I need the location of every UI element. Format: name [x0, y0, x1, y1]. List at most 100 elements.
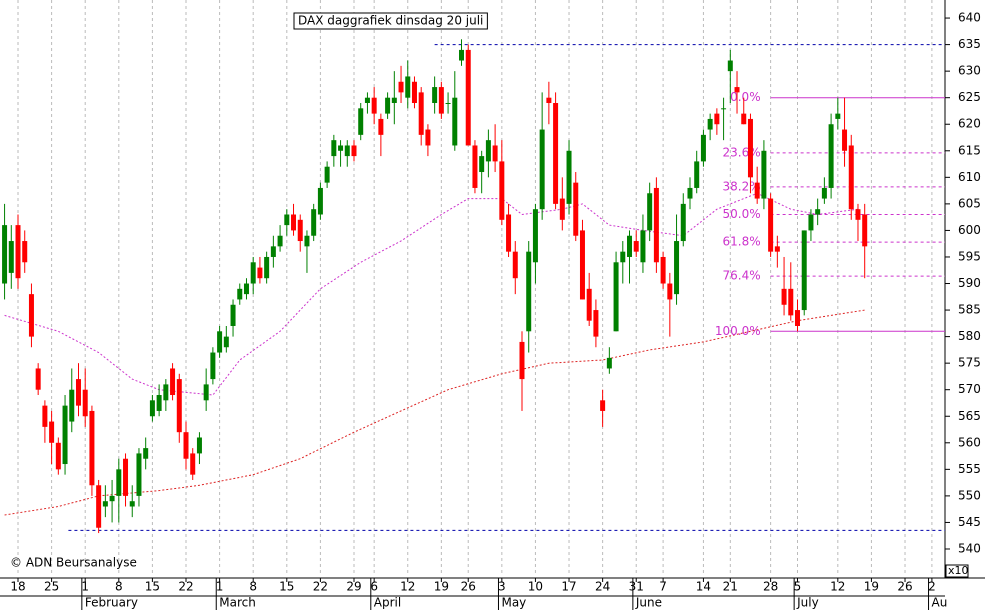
candle-body [687, 187, 693, 199]
x-tick-label: 22 [313, 580, 328, 594]
x-tick-label: 31 [629, 580, 644, 594]
candle-body [22, 241, 28, 263]
candle-body [418, 92, 424, 135]
candle-body [109, 495, 115, 502]
candle-body [532, 209, 538, 263]
x-tick-label: 26 [461, 580, 476, 594]
y-tick-label: 540 [958, 541, 981, 555]
candle-body [324, 166, 330, 183]
y-tick-label: 630 [958, 64, 981, 78]
y-tick-label: 620 [958, 117, 981, 131]
candle-body [2, 225, 8, 284]
candle-body [163, 384, 169, 401]
candle-body [653, 187, 659, 263]
candle-body [82, 389, 88, 417]
x-tick-label: 2 [928, 580, 936, 594]
candle-body [42, 405, 48, 427]
y-tick-label: 565 [958, 409, 981, 423]
candle-body [364, 97, 370, 104]
fib-label: 0.0% [730, 90, 761, 104]
candle-body [183, 432, 189, 459]
candle-body [761, 150, 767, 199]
month-label: February [85, 596, 138, 610]
candle-body [89, 410, 95, 486]
candle-body [196, 437, 202, 454]
candle-body [613, 262, 619, 332]
candle-body [459, 49, 465, 61]
candle-body [707, 118, 713, 130]
candle-body [452, 97, 458, 146]
candle-body [190, 453, 196, 475]
x-tick-label: 8 [115, 580, 123, 594]
x-tick-label: 24 [595, 580, 610, 594]
month-label: March [219, 596, 256, 610]
candle-body [492, 145, 498, 162]
candle-body [237, 288, 243, 300]
y-tick-label: 600 [958, 223, 981, 237]
candle-body [358, 108, 364, 135]
y-tick-label: 635 [958, 37, 981, 51]
candle-body [485, 140, 491, 162]
scale-note-box [945, 564, 969, 578]
candle-body [828, 124, 834, 188]
candle-body [647, 193, 653, 231]
candle-body [28, 294, 34, 337]
candle-body [526, 251, 532, 332]
candle-body [203, 384, 209, 401]
y-tick-label: 575 [958, 356, 981, 370]
y-tick-label: 625 [958, 90, 981, 104]
candle-body [774, 246, 780, 252]
candle-body [385, 97, 391, 114]
candle-body [546, 97, 552, 104]
candle-body [566, 150, 572, 204]
x-tick-label: 28 [763, 580, 778, 594]
x-tick-label: 29 [346, 580, 361, 594]
month-label: May [501, 596, 526, 610]
candle-body [472, 145, 478, 188]
candle-body [559, 198, 565, 220]
candle-body [49, 421, 55, 443]
candle-body [512, 251, 518, 279]
candle-body [217, 331, 223, 353]
candle-body [714, 113, 720, 125]
title-box [293, 12, 488, 30]
candle-body [344, 145, 350, 157]
candle-body [257, 267, 263, 279]
plot: 0.0% 23.6% 38.2% 50.0% 61.8% 76.4% 100.0% [2, 39, 945, 534]
candle-body [371, 97, 377, 114]
x-tick-label: 26 [897, 580, 912, 594]
candle-body [136, 453, 142, 496]
fib-label: 23.6% [722, 145, 760, 159]
x-tick-label: 1 [81, 580, 89, 594]
candle-body [600, 400, 606, 411]
candle-body [579, 230, 585, 300]
y-tick-label: 580 [958, 329, 981, 343]
chart-title: DAX daggrafiek dinsdag 20 juli [298, 14, 483, 28]
candle-body [821, 187, 827, 199]
copyright: © ADN Beursanalyse [10, 556, 137, 570]
y-tick-label: 585 [958, 303, 981, 317]
candle-body [499, 161, 505, 220]
candle-body [479, 156, 485, 173]
candle-body [667, 283, 673, 300]
x-tick-label: 21 [723, 580, 738, 594]
candle-body [694, 161, 700, 188]
candle-body [311, 209, 317, 236]
candle-body [291, 214, 297, 231]
candle-body [633, 241, 639, 252]
candle-body [553, 103, 559, 204]
candle-body [788, 288, 794, 316]
x-tick-label: 15 [145, 580, 160, 594]
candle-body [75, 379, 81, 406]
candle-body [465, 49, 471, 146]
candle-body [69, 389, 75, 422]
candle-body [438, 87, 444, 114]
x-tick-label: 25 [44, 580, 59, 594]
candle-body [250, 262, 256, 284]
candle-body [297, 219, 303, 242]
candle-body [754, 182, 760, 199]
candle-body [747, 118, 753, 178]
y-tick-label: 590 [958, 276, 981, 290]
candle-body [680, 203, 686, 242]
